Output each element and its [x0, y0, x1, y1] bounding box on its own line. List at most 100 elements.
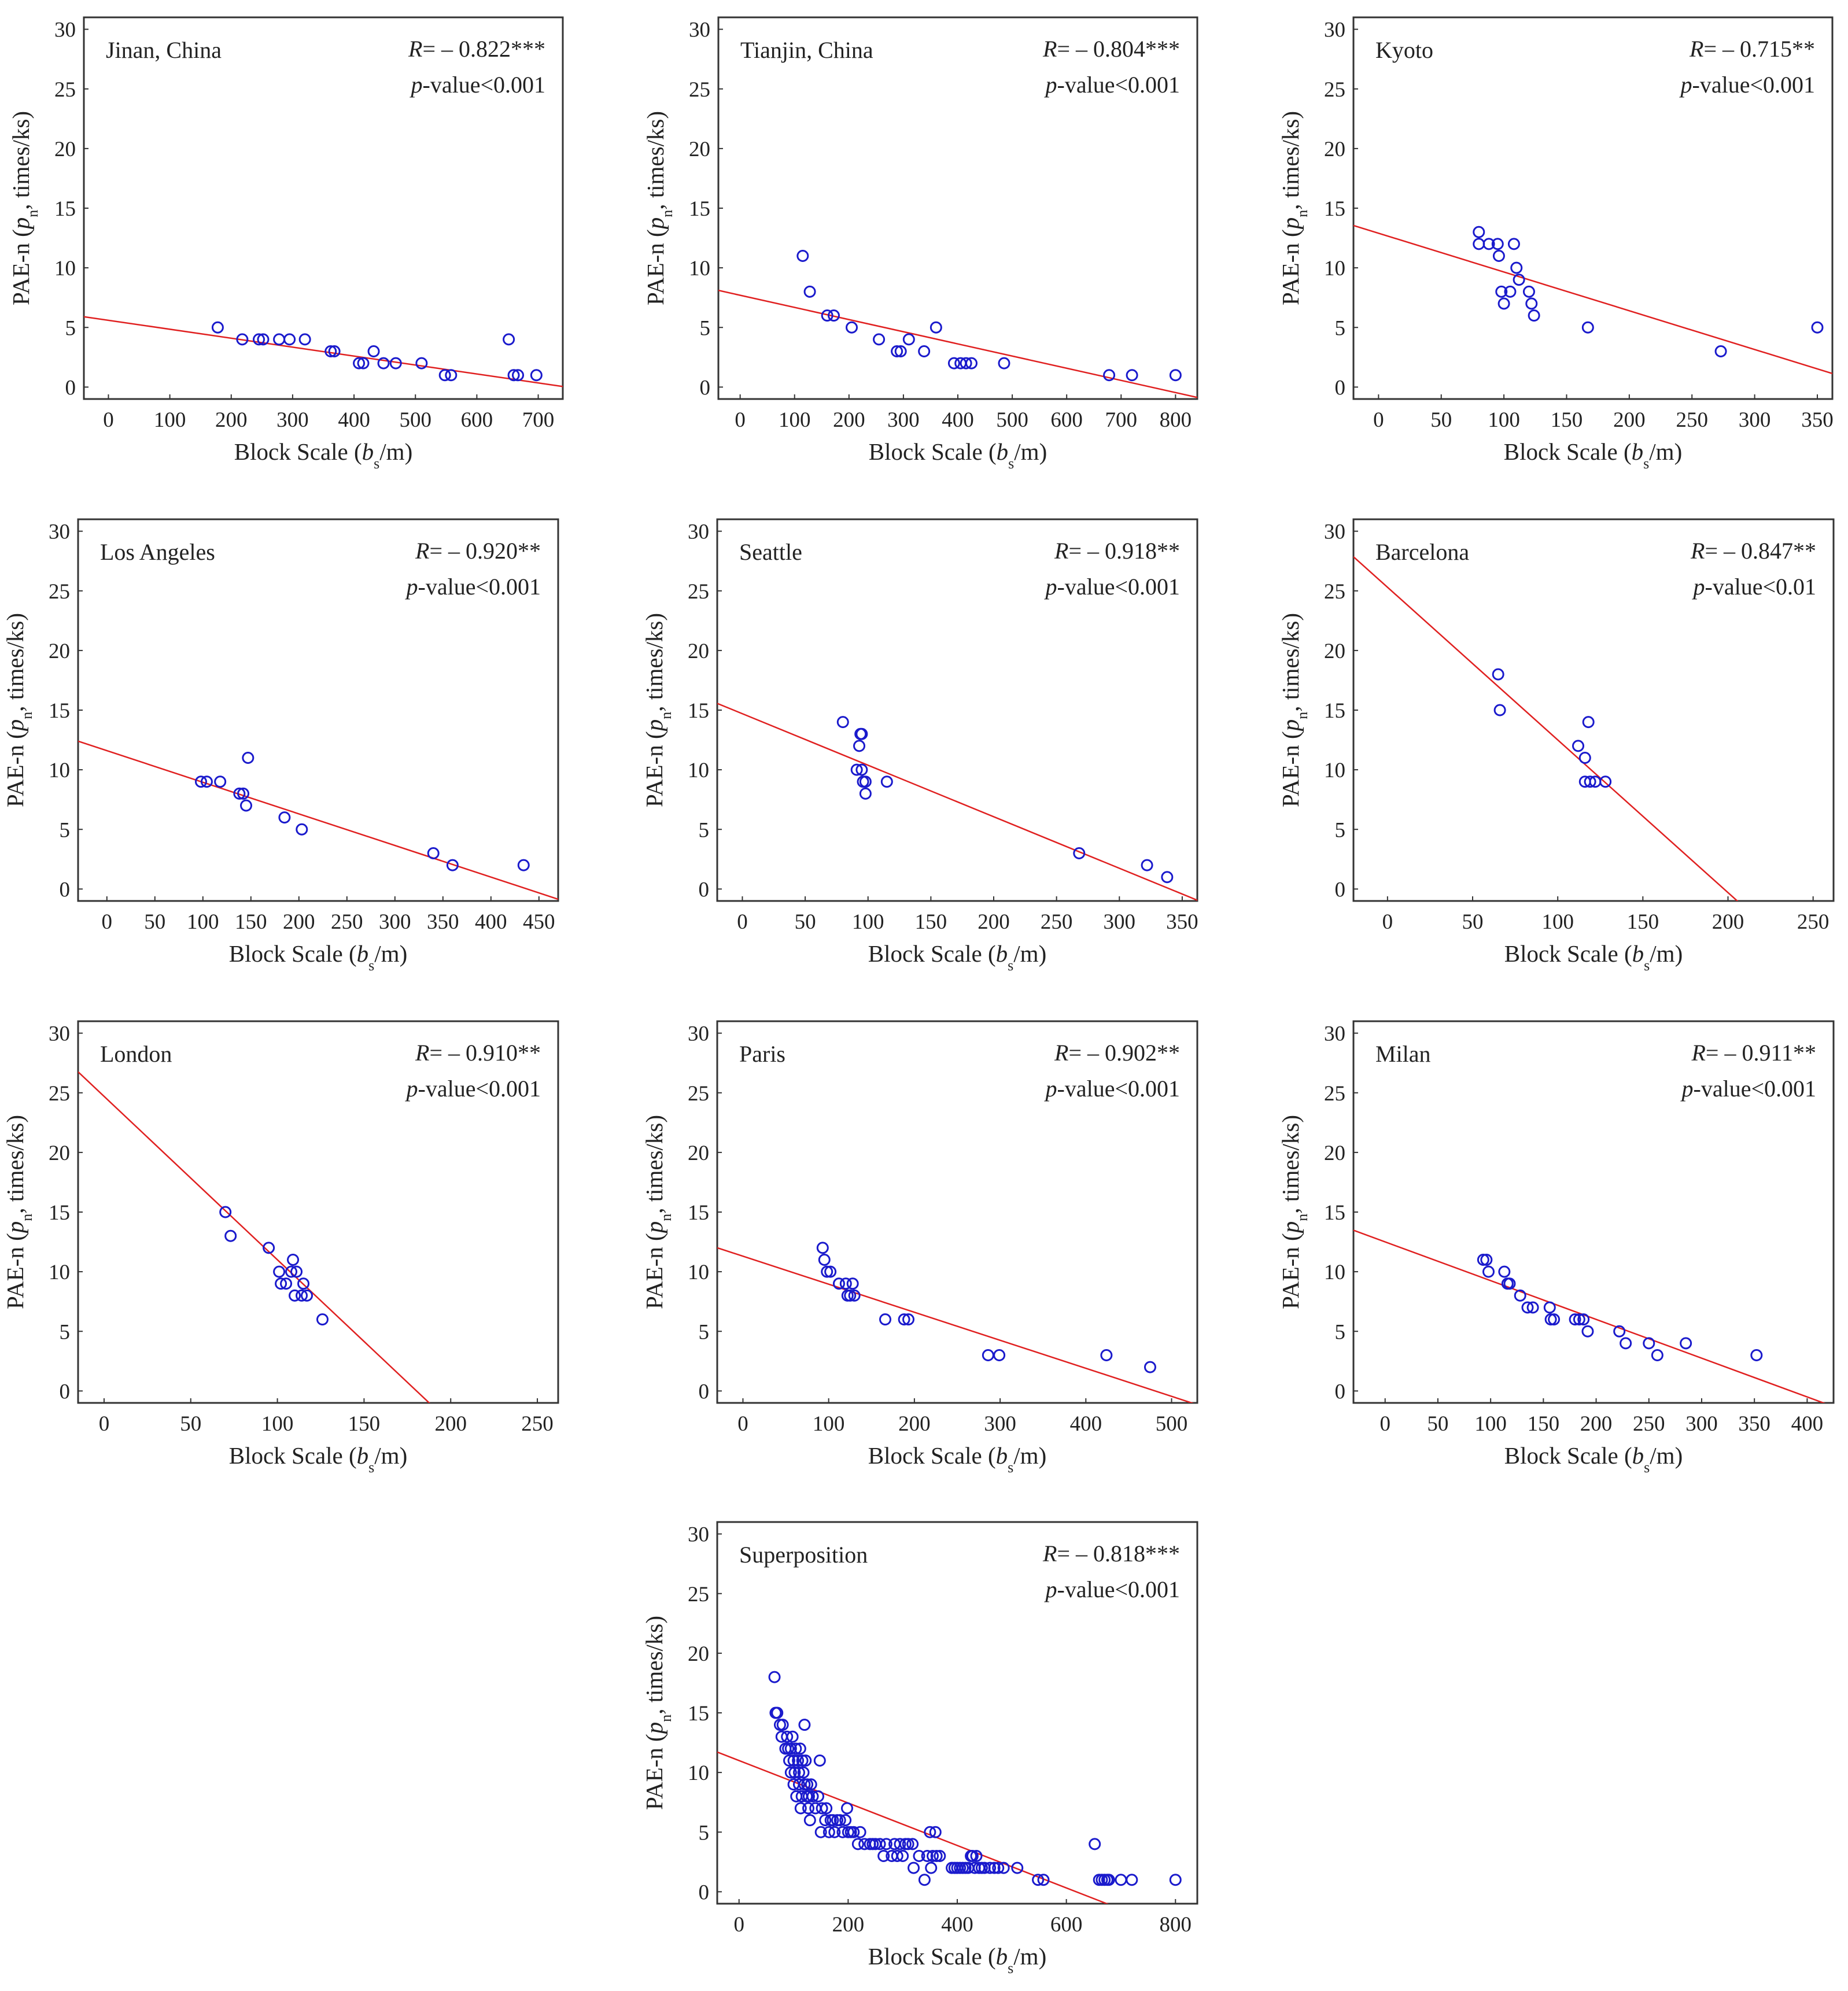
x-tick-label: 450 [523, 910, 555, 934]
scatter-point [839, 1814, 852, 1827]
x-axis-label: Block Scale (bs/m) [1504, 1442, 1683, 1476]
scatter-point [960, 357, 972, 370]
scatter-point [1089, 1838, 1101, 1850]
scatter-point [1577, 1313, 1590, 1326]
x-tick-label: 0 [103, 408, 114, 432]
y-tick-label: 20 [1324, 138, 1345, 161]
x-tick-label: 400 [1791, 1412, 1824, 1436]
scatter-point [214, 775, 227, 788]
x-tick-label: 0 [737, 1412, 748, 1436]
scatter-point [283, 333, 296, 346]
y-tick-label: 10 [1324, 1261, 1345, 1284]
scatter-point [427, 847, 440, 859]
scatter-point [236, 333, 249, 346]
scatter-point [816, 1802, 828, 1815]
scatter-point [1011, 1861, 1024, 1874]
y-tick-label: 15 [689, 197, 710, 221]
scatter-point [1503, 1277, 1516, 1290]
x-tick-label: 100 [261, 1412, 294, 1436]
y-tick-label: 0 [700, 376, 711, 400]
scatter-point [1037, 1874, 1050, 1886]
scatter-point [1522, 285, 1535, 298]
x-tick-label: 0 [1373, 408, 1384, 432]
scatter-point [827, 309, 840, 322]
y-axis-label: PAE-n (pn, times/ks) [2, 1115, 35, 1309]
y-tick-label: 30 [689, 19, 710, 42]
scatter-point [873, 1838, 886, 1850]
x-tick-label: 300 [1104, 910, 1136, 934]
x-tick-label: 300 [984, 1412, 1016, 1436]
scatter-point [1032, 1874, 1045, 1886]
y-axis-label: PAE-n (pn, times/ks) [641, 1115, 674, 1309]
x-tick-label: 300 [276, 408, 309, 432]
scatter-point [233, 787, 246, 800]
scatter-point [1492, 250, 1505, 262]
scatter-point [859, 787, 872, 800]
scatter-point [1473, 226, 1485, 238]
x-tick-label: 400 [338, 408, 370, 432]
r-statistic: R= – 0.822*** [408, 36, 545, 62]
scatter-point [925, 1861, 938, 1874]
y-tick-label: 30 [1324, 520, 1345, 544]
scatter-point [803, 285, 816, 298]
scatter-point [790, 1742, 802, 1755]
x-tick-label: 700 [1105, 408, 1138, 432]
r-statistic: R= – 0.818*** [1042, 1541, 1180, 1567]
y-tick-label: 25 [49, 580, 70, 604]
y-tick-label: 10 [54, 257, 76, 280]
r-statistic: R= – 0.715** [1689, 36, 1815, 62]
x-tick-label: 100 [187, 910, 219, 934]
panel-london: 0 50 100 150 200 250 0 5 10 15 20 25 30 London R= – 0.… [2, 1020, 559, 1476]
scatter-point [894, 1838, 906, 1850]
x-axis-label: Block Scale (bs/m) [868, 1943, 1046, 1977]
scatter-point [316, 1313, 329, 1326]
y-tick-label: 0 [1335, 376, 1346, 400]
scatter-point [240, 799, 252, 812]
scatter-point [253, 333, 265, 346]
scatter-point [273, 1265, 286, 1278]
scatter-point [1495, 285, 1508, 298]
x-tick-label: 200 [978, 910, 1010, 934]
y-tick-label: 15 [1324, 197, 1345, 221]
x-tick-label: 400 [1070, 1412, 1102, 1436]
y-tick-label: 25 [1324, 1082, 1345, 1106]
scatter-point [840, 1802, 853, 1815]
regression-line [1353, 1229, 1826, 1403]
scatter-point [850, 763, 863, 776]
scatter-point [1581, 321, 1594, 334]
scatter-point [930, 1850, 943, 1862]
regression-line [718, 289, 1197, 398]
scatter-point [1482, 1265, 1495, 1278]
p-value: p-value<0.001 [1679, 72, 1816, 98]
scatter-point [855, 727, 868, 740]
scatter-point [1569, 1313, 1581, 1326]
scatter-point [768, 1671, 781, 1683]
scatter-point [296, 823, 308, 836]
scatter-point [1811, 321, 1824, 334]
x-tick-label: 0 [99, 1412, 110, 1436]
scatter-point [1507, 238, 1520, 250]
scatter-point [880, 775, 893, 788]
regression-line [78, 1071, 430, 1403]
y-tick-label: 5 [60, 1320, 71, 1344]
scatter-point [788, 1766, 801, 1779]
x-tick-label: 400 [475, 910, 507, 934]
y-tick-label: 25 [688, 1583, 709, 1606]
y-tick-label: 20 [688, 640, 709, 663]
x-tick-label: 350 [1801, 408, 1834, 432]
scatter-point [357, 357, 370, 370]
scatter-point [997, 1861, 1010, 1874]
scatter-point [1526, 1301, 1539, 1314]
scatter-point [219, 1206, 232, 1218]
r-statistic: R= – 0.918** [1054, 538, 1180, 564]
x-tick-label: 600 [461, 408, 493, 432]
x-tick-label: 500 [996, 408, 1028, 432]
y-tick-label: 20 [689, 138, 710, 161]
scatter-point [802, 1802, 815, 1815]
y-tick-label: 5 [1335, 818, 1346, 842]
scatter-point [897, 1850, 909, 1862]
scatter-point [278, 811, 291, 824]
scatter-point [1613, 1325, 1626, 1338]
scatter-point [377, 357, 390, 370]
scatter-point [1750, 1349, 1763, 1361]
